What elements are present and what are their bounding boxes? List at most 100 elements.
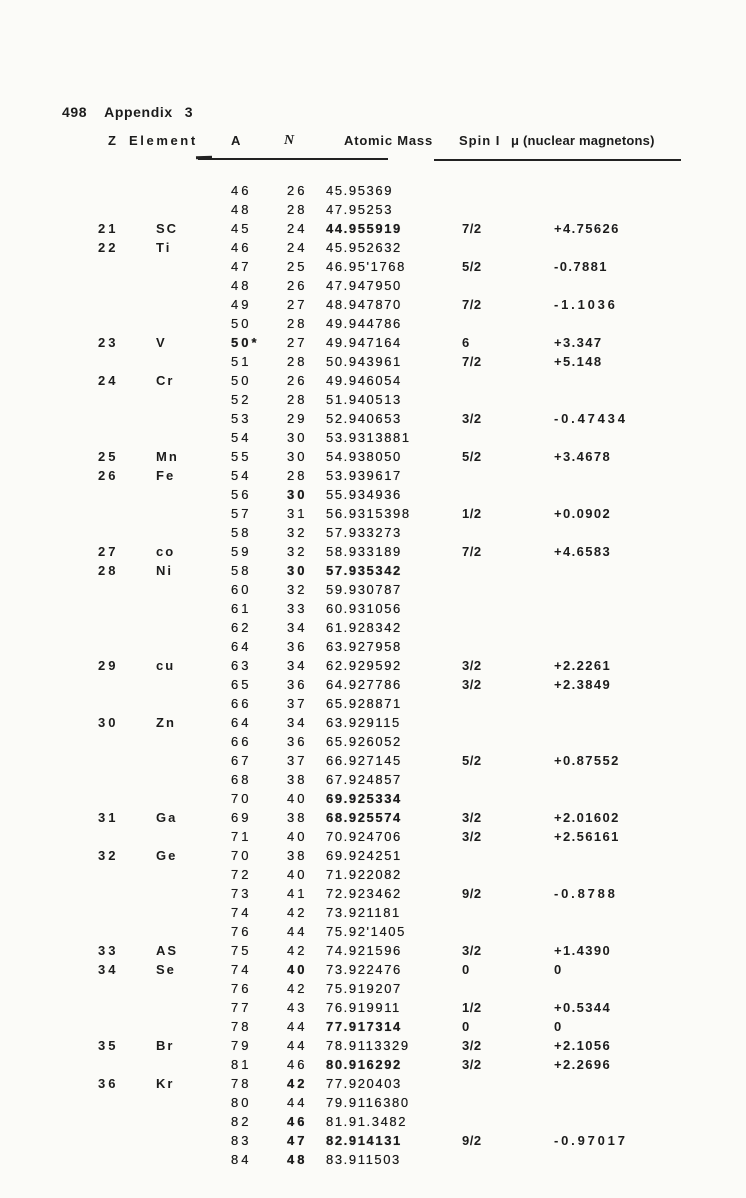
cell-z: 31: [98, 810, 119, 825]
cell-n: 24: [287, 240, 308, 255]
cell-z: 36: [98, 1076, 119, 1091]
cell-a: 79: [231, 1038, 252, 1053]
cell-a: 58: [231, 563, 252, 578]
cell-atomic-mass: 60.931056: [326, 601, 402, 616]
cell-atomic-mass: 53.939617: [326, 468, 402, 483]
cell-a: 47: [231, 259, 252, 274]
page-header: 498 Appendix 3: [44, 88, 193, 136]
header-rule-right: [434, 159, 681, 161]
cell-atomic-mass: 77.917314: [326, 1019, 402, 1034]
cell-a: 50: [231, 373, 252, 388]
cell-a: 62: [231, 620, 252, 635]
table-row: 35 Br 79 44 78.9113329 3/2 +2.1056: [0, 1036, 746, 1055]
cell-mu: +2.1056: [554, 1038, 612, 1053]
cell-z: 25: [98, 449, 119, 464]
cell-n: 34: [287, 658, 308, 673]
cell-element: Mn: [156, 449, 179, 464]
cell-n: 28: [287, 202, 308, 217]
cell-z: 29: [98, 658, 119, 673]
cell-n: 41: [287, 886, 308, 901]
table-row: 70 40 69.925334: [0, 789, 746, 808]
cell-mu: +3.4678: [554, 449, 612, 464]
cell-atomic-mass: 45.952632: [326, 240, 402, 255]
cell-element: SC: [156, 221, 179, 236]
table-row: 32 Ge 70 38 69.924251: [0, 846, 746, 865]
cell-n: 36: [287, 734, 308, 749]
cell-element: Br: [156, 1038, 175, 1053]
cell-element: Ni: [156, 563, 173, 578]
column-header-mu: μ (nuclear magnetons): [511, 133, 655, 148]
cell-element: Cr: [156, 373, 175, 388]
cell-z: 28: [98, 563, 119, 578]
isotope-table-body: 46 26 45.95369 48 28 47.95253 21 SC 45 2…: [0, 181, 746, 1169]
table-row: 47 25 46.95'1768 5/2 -0.7881: [0, 257, 746, 276]
cell-atomic-mass: 70.924706: [326, 829, 402, 844]
cell-atomic-mass: 82.914131: [326, 1133, 402, 1148]
cell-atomic-mass: 78.9113329: [326, 1038, 410, 1053]
cell-a: 45: [231, 221, 252, 236]
cell-a: 64: [231, 715, 252, 730]
cell-mu: +0.5344: [554, 1000, 612, 1015]
cell-n: 26: [287, 373, 308, 388]
cell-atomic-mass: 55.934936: [326, 487, 402, 502]
cell-atomic-mass: 73.921181: [326, 905, 401, 920]
cell-element: co: [156, 544, 176, 559]
cell-atomic-mass: 59.930787: [326, 582, 402, 597]
cell-element: Ge: [156, 848, 178, 863]
table-row: 76 44 75.92'1405: [0, 922, 746, 941]
cell-z: 23: [98, 335, 119, 350]
cell-n: 42: [287, 1076, 308, 1091]
table-row: 25 Mn 55 30 54.938050 5/2 +3.4678: [0, 447, 746, 466]
cell-spin: 7/2: [462, 544, 482, 559]
table-row: 82 46 81.91.3482: [0, 1112, 746, 1131]
cell-n: 27: [287, 297, 308, 312]
cell-a: 84: [231, 1152, 252, 1167]
cell-mu: +3.347: [554, 335, 603, 350]
cell-a: 80: [231, 1095, 252, 1110]
table-row: 74 42 73.921181: [0, 903, 746, 922]
cell-n: 32: [287, 544, 308, 559]
table-row: 62 34 61.928342: [0, 618, 746, 637]
cell-a: 67: [231, 753, 252, 768]
cell-n: 38: [287, 810, 308, 825]
cell-n: 42: [287, 905, 308, 920]
table-row: 46 26 45.95369: [0, 181, 746, 200]
cell-spin: 9/2: [462, 1133, 482, 1148]
cell-a: 76: [231, 924, 252, 939]
cell-atomic-mass: 49.944786: [326, 316, 402, 331]
cell-atomic-mass: 79.9116380: [326, 1095, 410, 1110]
cell-a: 71: [231, 829, 252, 844]
cell-mu: +5.148: [554, 354, 603, 369]
cell-a: 76: [231, 981, 252, 996]
table-row: 60 32 59.930787: [0, 580, 746, 599]
cell-mu: +4.75626: [554, 221, 620, 236]
cell-n: 43: [287, 1000, 308, 1015]
cell-atomic-mass: 67.924857: [326, 772, 402, 787]
cell-element: AS: [156, 943, 179, 958]
table-row: 24 Cr 50 26 49.946054: [0, 371, 746, 390]
cell-atomic-mass: 54.938050: [326, 449, 402, 464]
table-row: 84 48 83.911503: [0, 1150, 746, 1169]
cell-a: 82: [231, 1114, 252, 1129]
cell-atomic-mass: 71.922082: [326, 867, 402, 882]
table-row: 48 26 47.947950: [0, 276, 746, 295]
table-row: 64 36 63.927958: [0, 637, 746, 656]
cell-spin: 1/2: [462, 1000, 482, 1015]
cell-spin: 5/2: [462, 449, 482, 464]
cell-n: 30: [287, 449, 308, 464]
cell-atomic-mass: 81.91.3482: [326, 1114, 408, 1129]
cell-atomic-mass: 69.924251: [326, 848, 402, 863]
column-header-element: Element: [129, 133, 198, 148]
cell-atomic-mass: 58.933189: [326, 544, 402, 559]
cell-atomic-mass: 50.943961: [326, 354, 402, 369]
column-header-n: N: [284, 133, 295, 148]
cell-a: 52: [231, 392, 252, 407]
table-row: 21 SC 45 24 44.955919 7/2 +4.75626: [0, 219, 746, 238]
cell-atomic-mass: 73.922476: [326, 962, 402, 977]
cell-n: 32: [287, 525, 308, 540]
table-row: 48 28 47.95253: [0, 200, 746, 219]
cell-atomic-mass: 47.95253: [326, 202, 394, 217]
cell-atomic-mass: 77.920403: [326, 1076, 402, 1091]
cell-a: 66: [231, 696, 252, 711]
cell-n: 27: [287, 335, 308, 350]
